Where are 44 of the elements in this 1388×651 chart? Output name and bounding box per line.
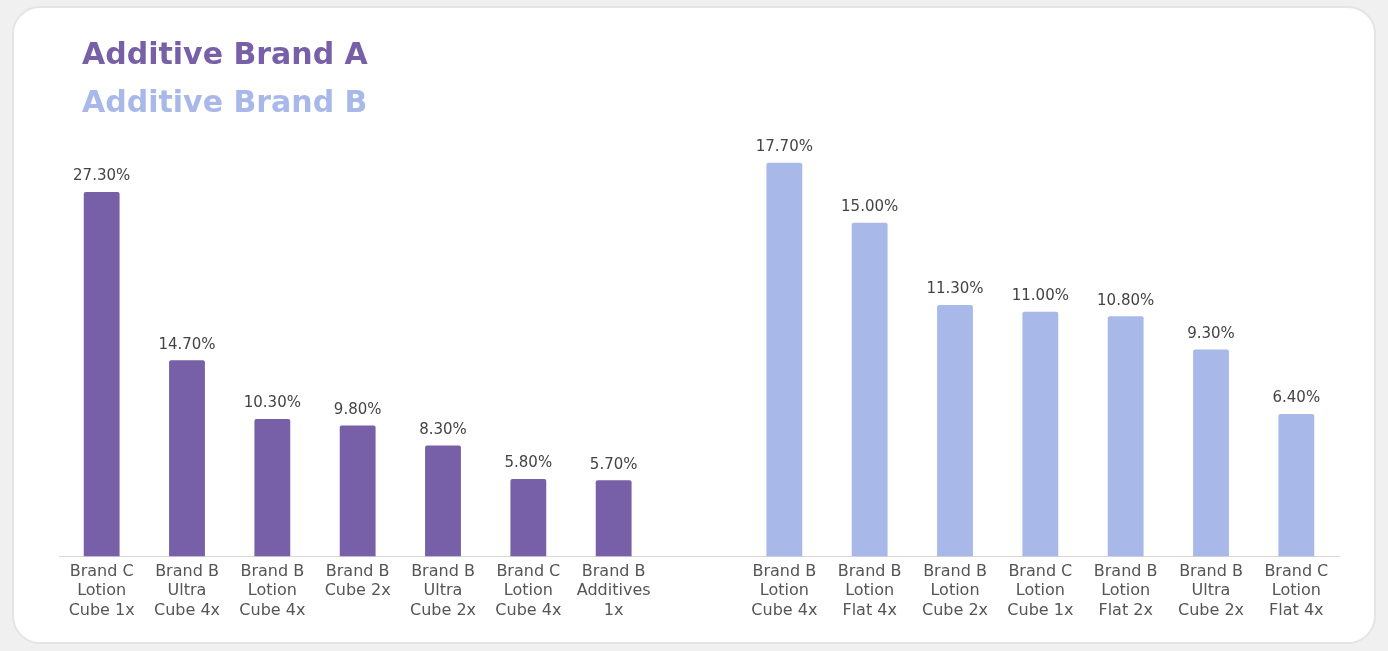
data-label: 9.30% — [1187, 323, 1235, 342]
bar — [425, 445, 461, 557]
data-label: 17.70% — [755, 137, 813, 156]
bar — [851, 222, 888, 557]
bar — [83, 192, 120, 557]
text: Additive Brand A — [82, 35, 368, 73]
bar — [1022, 311, 1059, 557]
x-tick-label: Brand B Ultra Cube 4x — [153, 561, 221, 619]
x-tick-label: Brand B Lotion Flat 2x — [1093, 561, 1158, 619]
bar — [1278, 414, 1315, 557]
data-label: 5.70% — [589, 454, 638, 473]
bar — [1107, 316, 1144, 557]
data-label: 8.30% — [419, 420, 467, 439]
data-label: 5.80% — [504, 453, 553, 472]
bar — [937, 305, 973, 557]
bar — [595, 480, 632, 557]
x-tick-label: Brand B Lotion Cube 4x — [239, 561, 306, 619]
x-tick-label: Brand C Lotion Cube 1x — [68, 561, 135, 619]
x-tick-label: Brand B Lotion Cube 2x — [921, 561, 989, 619]
x-tick-label: Brand B Ultra Cube 2x — [1177, 561, 1245, 619]
data-label: 14.70% — [158, 334, 216, 353]
x-tick-label: Brand B Lotion Cube 4x — [751, 561, 818, 619]
data-label: 11.00% — [1011, 286, 1069, 305]
bar — [510, 478, 547, 557]
x-tick-label: Brand B Lotion Flat 4x — [837, 561, 902, 619]
data-label: 11.30% — [926, 279, 984, 298]
bar — [339, 425, 376, 557]
bar — [254, 418, 291, 557]
x-tick-label: Brand B Ultra Cube 2x — [409, 561, 477, 619]
data-label: 10.30% — [243, 393, 301, 412]
x-tick-label: Brand B Cube 2x — [324, 561, 391, 600]
bar — [169, 360, 205, 557]
x-tick-label: Brand C Lotion Cube 4x — [495, 561, 562, 619]
data-label: 6.40% — [1272, 388, 1321, 407]
text: Additive Brand B — [82, 83, 368, 121]
x-tick-label: Brand C Lotion Cube 1x — [1007, 561, 1074, 619]
data-label: 27.30% — [73, 166, 131, 185]
x-tick-label: Brand C Lotion Flat 4x — [1264, 561, 1329, 619]
bar — [1193, 349, 1229, 557]
x-tick-label: Brand B Additives 1x — [576, 561, 651, 619]
data-label: 10.80% — [1097, 290, 1155, 309]
data-label: 15.00% — [841, 197, 899, 216]
bar — [766, 162, 803, 557]
data-label: 9.80% — [333, 399, 382, 418]
